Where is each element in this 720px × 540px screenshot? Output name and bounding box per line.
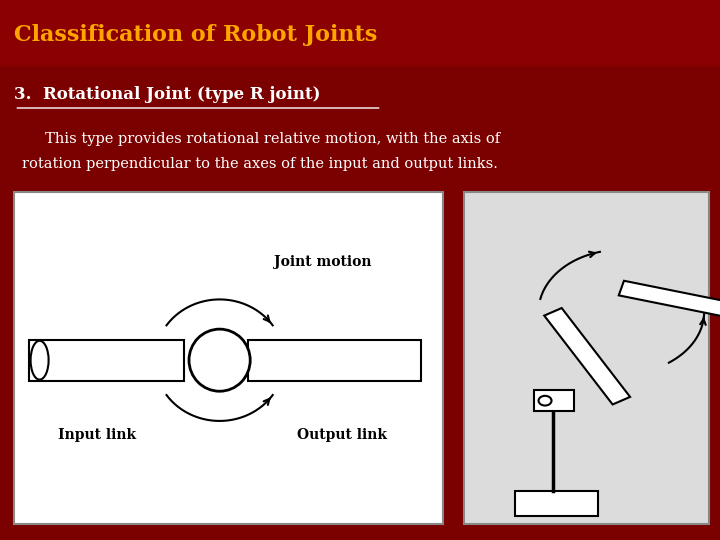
Ellipse shape (189, 329, 251, 391)
Bar (29, 340, 184, 381)
Text: Output link: Output link (297, 428, 387, 442)
Bar (14, 192, 443, 524)
Bar (0, 0, 720, 65)
Polygon shape (544, 308, 630, 404)
Text: Joint motion: Joint motion (274, 255, 371, 269)
Text: rotation perpendicular to the axes of the input and output links.: rotation perpendicular to the axes of th… (22, 157, 498, 171)
Bar (515, 491, 598, 516)
Bar (534, 390, 574, 411)
Bar (248, 340, 421, 381)
Text: Classification of Robot Joints: Classification of Robot Joints (14, 24, 378, 46)
Text: Input link: Input link (58, 428, 136, 442)
Bar (464, 192, 709, 524)
Circle shape (539, 396, 552, 406)
Polygon shape (618, 281, 720, 319)
Ellipse shape (30, 341, 49, 380)
Text: This type provides rotational relative motion, with the axis of: This type provides rotational relative m… (22, 132, 500, 146)
Text: 3.  Rotational Joint (type R joint): 3. Rotational Joint (type R joint) (14, 86, 321, 103)
